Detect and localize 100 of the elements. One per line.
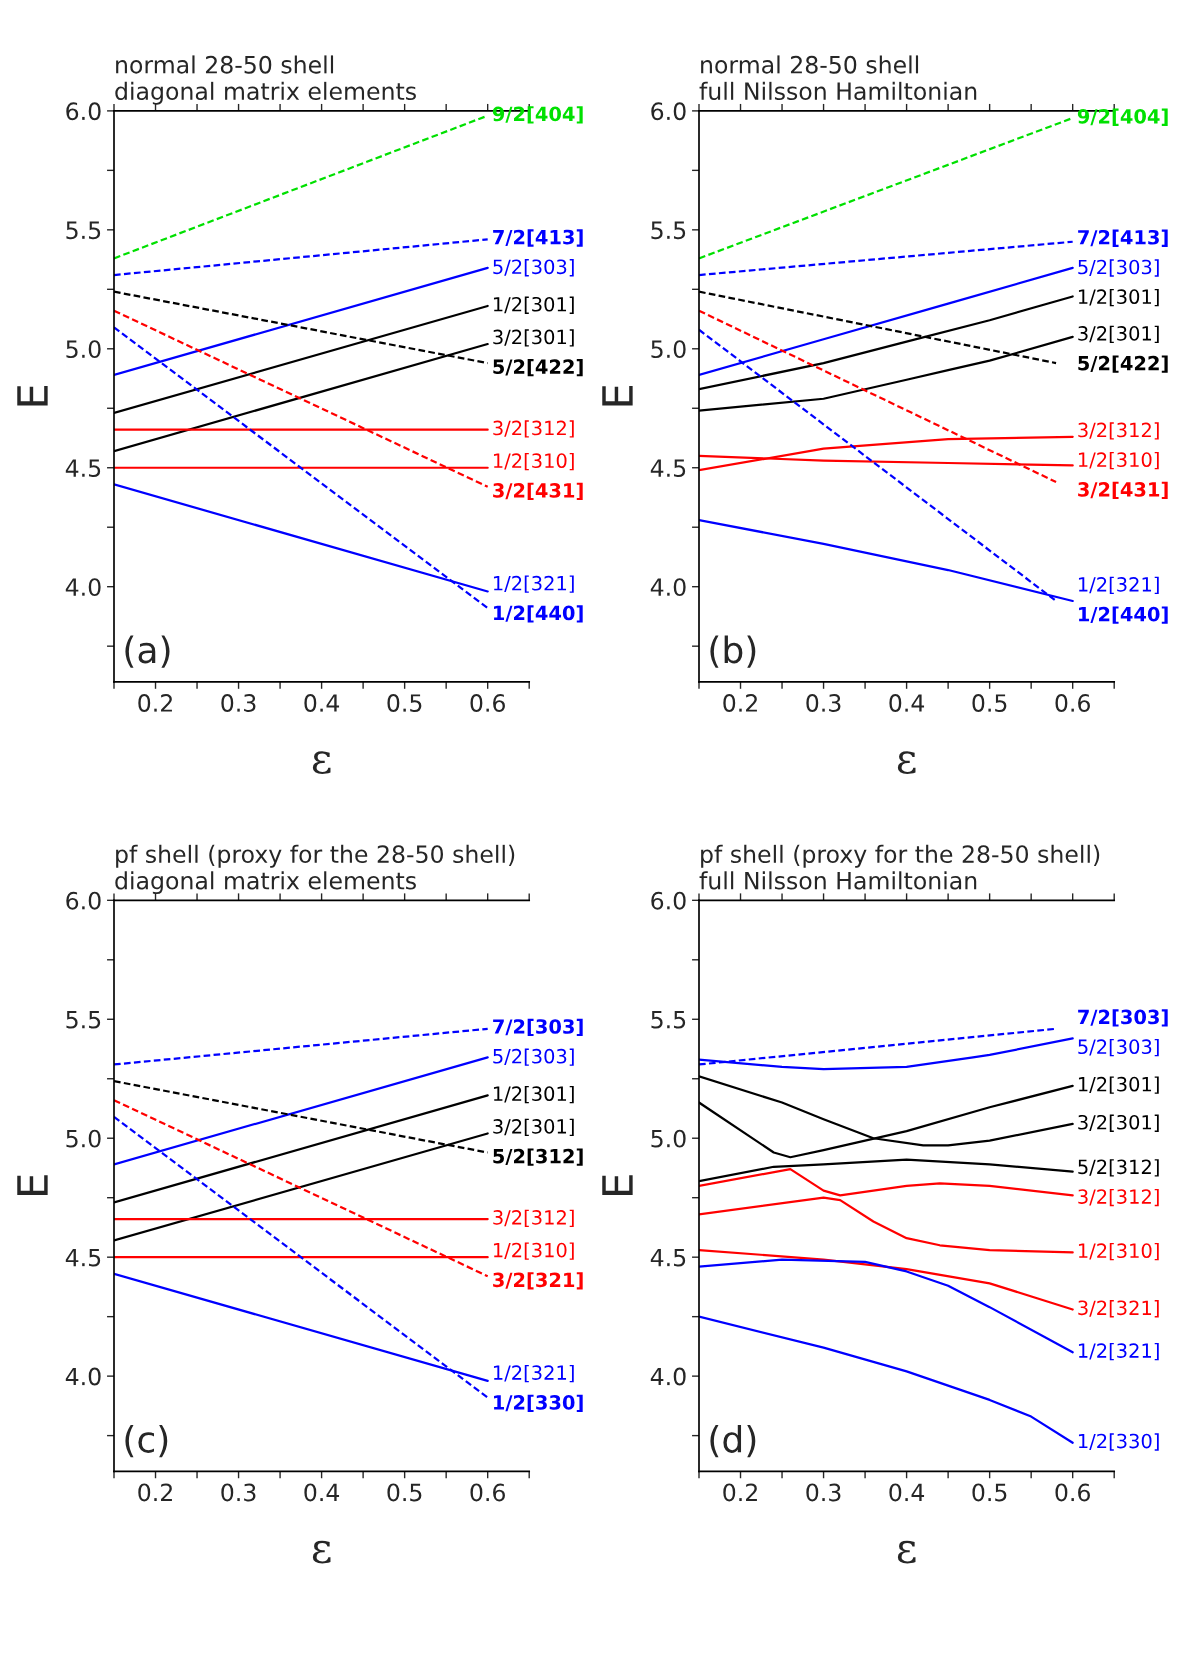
series-label: 1/2[310] <box>1078 451 1159 470</box>
series-label: 5/2[303] <box>1078 1039 1159 1057</box>
series-label: 1/2[440] <box>494 605 583 623</box>
x-tick-label: 0.5 <box>972 1483 1007 1502</box>
y-tick-label: 5.0 <box>651 340 686 359</box>
series-label: 1/2[301] <box>493 296 574 314</box>
series-label: 1/2[301] <box>1078 1076 1159 1094</box>
series-label: 1/2[330] <box>494 1394 583 1413</box>
series-label: 3/2[431] <box>1078 481 1168 500</box>
y-tick-label: 5.5 <box>66 221 101 240</box>
x-tick-label: 0.5 <box>387 694 422 712</box>
x-axis-title: ε <box>897 1540 916 1564</box>
x-tick-label: 0.3 <box>221 694 256 712</box>
series-label: 3/2[301] <box>493 1118 574 1137</box>
y-tick-label: 4.0 <box>650 1367 686 1386</box>
y-tick-label: 6.0 <box>651 891 686 910</box>
chart-title: normal 28-50 shell diagonal matrix elements <box>115 55 416 105</box>
y-tick-label: 5.5 <box>651 221 686 240</box>
series-label: 1/2[310] <box>1078 1243 1159 1261</box>
y-axis-title: E <box>17 1175 48 1195</box>
series-label: 3/2[301] <box>1078 325 1159 344</box>
x-tick-label: 0.5 <box>972 694 1007 712</box>
y-tick-label: 6.0 <box>651 102 686 121</box>
x-tick-label: 0.4 <box>889 694 925 712</box>
series-label: 9/2[404] <box>1077 108 1168 126</box>
series-label: 3/2[301] <box>1078 1114 1159 1132</box>
y-tick-label: 5.0 <box>66 1129 101 1148</box>
series-label: 1/2[321] <box>1078 1342 1159 1361</box>
x-tick-label: 0.6 <box>1055 694 1090 712</box>
x-tick-label: 0.2 <box>723 1483 757 1502</box>
x-axis-title: ε <box>897 751 916 774</box>
y-tick-label: 4.5 <box>650 1248 686 1267</box>
line-series <box>699 1196 1074 1254</box>
series-label: 1/2[321] <box>493 575 574 593</box>
x-tick-label: 0.2 <box>138 1483 172 1502</box>
series-label: 5/2[312] <box>1078 1159 1159 1177</box>
series-label: 3/2[312] <box>1078 1188 1159 1207</box>
series-label: 5/2[312] <box>493 1148 583 1166</box>
annotation: (c) <box>125 1424 168 1458</box>
series-label: 1/2[301] <box>493 1085 574 1104</box>
y-tick-label: 5.0 <box>66 340 101 359</box>
x-tick-label: 0.3 <box>806 1483 841 1502</box>
series-label: 1/2[301] <box>1078 288 1159 307</box>
y-axis-title: E <box>602 1175 633 1195</box>
y-axis-title: E <box>17 385 48 406</box>
series-label: 7/2[413] <box>493 229 583 247</box>
annotation: (b) <box>710 635 756 668</box>
y-tick-label: 6.0 <box>66 891 101 910</box>
series-label: 5/2[422] <box>1078 355 1168 373</box>
chart-title: normal 28-50 shell full Nilsson Hamiltonian <box>699 55 977 101</box>
y-axis-title: E <box>602 385 633 406</box>
y-tick-label: 4.0 <box>65 1367 101 1386</box>
series-label: 1/2[310] <box>493 452 574 471</box>
annotation: (a) <box>125 635 170 668</box>
x-tick-label: 0.4 <box>304 694 340 712</box>
chart-title: pf shell (proxy for the 28-50 shell) diagonal matrix elements <box>115 844 515 895</box>
y-tick-label: 4.5 <box>650 459 686 478</box>
y-tick-label: 4.0 <box>650 578 686 596</box>
series-label: 3/2[312] <box>493 1209 574 1228</box>
series-label: 7/2[303] <box>493 1018 583 1037</box>
x-tick-label: 0.5 <box>387 1483 422 1502</box>
annotation: (d) <box>710 1424 756 1458</box>
series-label: 9/2[404] <box>492 106 583 124</box>
series-label: 5/2[303] <box>1078 259 1159 277</box>
series-label: 3/2[312] <box>1078 422 1159 440</box>
series-label: 5/2[422] <box>493 359 583 377</box>
y-tick-label: 4.0 <box>65 578 101 596</box>
line-series <box>699 1258 1074 1354</box>
series-label: 1/2[321] <box>493 1364 574 1383</box>
series-label: 5/2[303] <box>493 259 574 277</box>
series-label: 1/2[321] <box>1078 576 1159 595</box>
y-tick-label: 4.5 <box>65 459 101 478</box>
series-label: 7/2[413] <box>1078 229 1168 247</box>
series-label: 1/2[310] <box>493 1242 574 1260</box>
x-axis-title: ε <box>312 751 331 774</box>
line-series <box>699 1248 1074 1311</box>
series-label: 3/2[312] <box>493 420 574 438</box>
series-label: 3/2[321] <box>1078 1300 1159 1318</box>
x-tick-label: 0.2 <box>723 694 757 712</box>
x-tick-label: 0.4 <box>889 1483 925 1502</box>
x-tick-label: 0.3 <box>221 1483 256 1502</box>
series-label: 3/2[321] <box>493 1272 583 1290</box>
chart-title: pf shell (proxy for the 28-50 shell) full Nilsson Hamiltonian <box>699 844 1100 890</box>
y-tick-label: 5.5 <box>66 1011 101 1029</box>
y-tick-label: 6.0 <box>66 102 101 121</box>
y-tick-label: 5.5 <box>651 1011 686 1029</box>
series-label: 3/2[431] <box>493 482 583 501</box>
x-tick-label: 0.3 <box>806 694 841 712</box>
series-label: 1/2[330] <box>1078 1433 1159 1451</box>
x-tick-label: 0.6 <box>470 1483 505 1502</box>
x-axis-title: ε <box>312 1540 331 1564</box>
x-tick-label: 0.4 <box>304 1483 340 1502</box>
y-tick-label: 5.0 <box>651 1129 686 1148</box>
x-tick-label: 0.6 <box>1055 1483 1090 1502</box>
series-label: 7/2[303] <box>1078 1009 1168 1027</box>
series-label: 3/2[301] <box>493 329 574 347</box>
series-label: 5/2[303] <box>493 1048 574 1066</box>
series-label: 1/2[440] <box>1079 606 1168 624</box>
x-tick-label: 0.2 <box>138 694 172 712</box>
x-tick-label: 0.6 <box>470 694 505 712</box>
